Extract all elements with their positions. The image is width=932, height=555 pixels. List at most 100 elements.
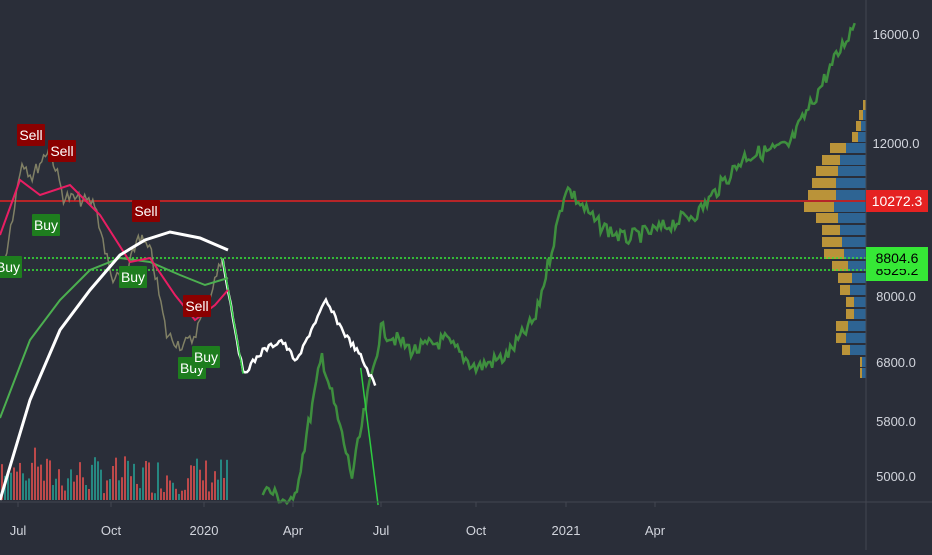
volume-bar (199, 469, 201, 500)
volume-bar (28, 478, 30, 500)
volume-profile-bar (830, 143, 846, 153)
support_upper-label-box (866, 247, 928, 269)
volume-bar (145, 460, 147, 500)
volume-profile-bar (834, 202, 866, 212)
volume-bar (40, 464, 42, 500)
volume-bar (166, 475, 168, 500)
crash-drop-line (359, 367, 379, 506)
volume-bar (100, 469, 102, 500)
historical-price-line (4, 143, 224, 352)
volume-bar (175, 488, 177, 500)
volume-bar (76, 475, 78, 500)
sell-badge (17, 124, 45, 146)
volume-profile-bar (812, 178, 836, 188)
volume-profile-bar (840, 155, 866, 165)
volume-bar (187, 478, 189, 500)
volume-profile-bar (838, 166, 866, 176)
volume-bar (49, 460, 51, 500)
resistance-label-box (866, 190, 928, 212)
volume-bars (1, 447, 228, 500)
x-tick-label: Apr (645, 523, 666, 538)
x-tick-label: Oct (101, 523, 122, 538)
volume-bar (37, 466, 39, 500)
buy-badge (32, 214, 60, 236)
volume-profile-bar (863, 100, 866, 110)
volume-profile-bar (840, 285, 850, 295)
volume-bar (190, 465, 192, 500)
volume-bar (193, 465, 195, 500)
buy-badge (119, 266, 147, 288)
x-tick-label: 2021 (552, 523, 581, 538)
volume-bar (163, 492, 165, 500)
volume-profile-bar (846, 297, 854, 307)
volume-profile-bar (859, 110, 863, 120)
volume-bar (91, 464, 93, 500)
volume-bar (160, 488, 162, 500)
volume-bar (52, 485, 54, 500)
volume-profile-bar (850, 285, 866, 295)
volume-profile-bar (838, 213, 866, 223)
y-tick-label: 5000.0 (876, 469, 916, 484)
volume-profile-bar (858, 132, 866, 142)
volume-bar (64, 490, 66, 500)
volume-profile-bar (860, 368, 862, 378)
volume-bar (25, 480, 27, 500)
volume-bar (184, 489, 186, 500)
volume-bar (154, 493, 156, 500)
volume-bar (82, 477, 84, 500)
volume-bar (133, 463, 135, 500)
volume-profile-bar (808, 190, 836, 200)
volume-bar (223, 477, 225, 500)
volume-bar (151, 492, 153, 500)
volume-bar (73, 481, 75, 500)
volume-bar (121, 477, 123, 500)
sell-label: Sell (134, 203, 157, 219)
volume-profile-bar (848, 321, 866, 331)
x-tick-label: Apr (283, 523, 304, 538)
volume-profile-bar (846, 143, 866, 153)
volume-bar (16, 471, 18, 500)
volume-profile-bar (836, 333, 846, 343)
volume-profile-bar (816, 166, 838, 176)
volume-profile-bar (822, 225, 840, 235)
sell-label: Sell (19, 127, 42, 143)
volume-bar (139, 488, 141, 500)
sell-badge (183, 295, 211, 317)
volume-bar (157, 462, 159, 500)
volume-bar (136, 483, 138, 500)
projection-drop-line (221, 258, 244, 374)
buy-label: Buy (34, 217, 58, 233)
y-tick-label: 16000.0 (873, 27, 920, 42)
volume-bar (94, 457, 96, 500)
volume-profile-bar (854, 309, 866, 319)
slow-moving-average (0, 256, 229, 419)
volume-profile-bar (836, 321, 848, 331)
volume-bar (220, 459, 222, 500)
volume-profile-bar (836, 178, 866, 188)
volume-bar (103, 493, 105, 500)
volume-bar (214, 471, 216, 500)
volume-bar (61, 485, 63, 500)
volume-bar (127, 460, 129, 500)
volume-bar (79, 462, 81, 500)
volume-bar (115, 457, 117, 500)
volume-bar (226, 459, 228, 500)
volume-bar (208, 491, 210, 500)
volume-bar (109, 479, 111, 500)
volume-profile-bar (816, 213, 838, 223)
volume-profile-bar (852, 273, 866, 283)
volume-profile (804, 100, 866, 378)
volume-bar (178, 493, 180, 500)
volume-bar (202, 480, 204, 500)
volume-profile-bar (844, 249, 866, 259)
sell-label: Sell (185, 298, 208, 314)
volume-bar (88, 488, 90, 500)
buy-label: Buy (0, 259, 20, 275)
y-tick-label: 8000.0 (876, 289, 916, 304)
volume-bar (217, 479, 219, 500)
volume-profile-bar (856, 121, 861, 131)
y-tick-label: 5800.0 (876, 414, 916, 429)
